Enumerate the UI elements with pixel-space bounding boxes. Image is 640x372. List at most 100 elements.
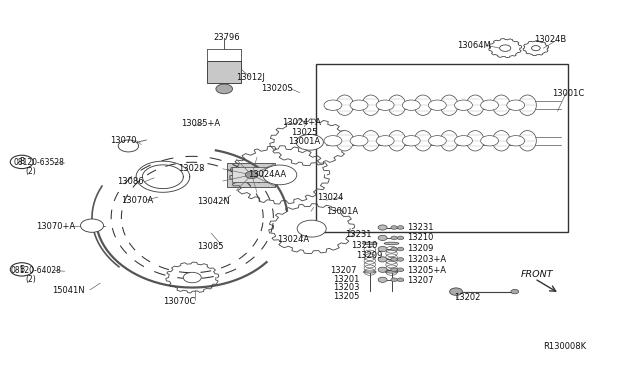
Text: 13231: 13231 — [346, 230, 372, 240]
Text: 13205: 13205 — [333, 292, 360, 301]
Text: 13024+A: 13024+A — [282, 118, 321, 127]
Text: 08120-63528: 08120-63528 — [13, 158, 65, 167]
Bar — [316, 64, 568, 232]
Ellipse shape — [414, 131, 432, 151]
Text: 13070: 13070 — [111, 136, 137, 145]
Text: 13210: 13210 — [351, 241, 377, 250]
Text: 13203+A: 13203+A — [407, 255, 446, 264]
Text: 13064M: 13064M — [458, 41, 491, 50]
Circle shape — [376, 136, 394, 146]
Ellipse shape — [336, 95, 353, 115]
Circle shape — [350, 100, 368, 110]
Text: 13209: 13209 — [407, 244, 433, 253]
Text: 13025: 13025 — [291, 128, 317, 137]
Text: 13202: 13202 — [454, 294, 481, 302]
Circle shape — [428, 100, 446, 110]
Ellipse shape — [518, 131, 536, 151]
Circle shape — [391, 278, 397, 282]
Text: 13070+A: 13070+A — [36, 222, 75, 231]
Ellipse shape — [414, 95, 432, 115]
Ellipse shape — [467, 131, 484, 151]
Circle shape — [397, 247, 404, 251]
Circle shape — [216, 84, 232, 94]
Circle shape — [324, 136, 342, 146]
Text: 13012J: 13012J — [236, 73, 264, 82]
Circle shape — [403, 136, 420, 146]
Text: (2): (2) — [25, 167, 36, 176]
Circle shape — [378, 257, 387, 262]
Circle shape — [391, 226, 397, 230]
Circle shape — [183, 272, 201, 283]
Text: B: B — [19, 157, 24, 166]
Circle shape — [376, 100, 394, 110]
Text: 13209: 13209 — [356, 251, 382, 260]
Text: 13001A: 13001A — [326, 207, 358, 216]
Text: 13020S: 13020S — [261, 84, 293, 93]
Ellipse shape — [362, 95, 380, 115]
Text: 13086: 13086 — [118, 177, 144, 186]
Text: 13042N: 13042N — [197, 197, 230, 206]
Text: 15041N: 15041N — [52, 286, 84, 295]
Text: 13070A: 13070A — [121, 196, 153, 205]
Text: 13028: 13028 — [178, 164, 205, 173]
Circle shape — [403, 100, 420, 110]
Circle shape — [296, 134, 323, 150]
Text: 13207: 13207 — [407, 276, 433, 285]
Circle shape — [428, 136, 446, 146]
Text: 13203: 13203 — [333, 283, 360, 292]
Text: 13085+A: 13085+A — [181, 119, 221, 128]
Ellipse shape — [440, 131, 458, 151]
Text: 13070C: 13070C — [164, 297, 196, 306]
Ellipse shape — [336, 131, 353, 151]
Text: 08120-64028: 08120-64028 — [10, 266, 61, 275]
Bar — [227, 163, 275, 187]
Ellipse shape — [362, 131, 380, 151]
Circle shape — [500, 45, 511, 51]
Text: (2): (2) — [25, 275, 36, 284]
Text: 13231: 13231 — [407, 223, 433, 232]
Text: 13205+A: 13205+A — [407, 266, 446, 275]
Circle shape — [481, 100, 499, 110]
Text: 13201: 13201 — [333, 275, 360, 284]
Ellipse shape — [388, 95, 406, 115]
Text: 13024: 13024 — [317, 193, 344, 202]
Circle shape — [391, 257, 397, 261]
Circle shape — [10, 155, 33, 169]
Bar — [232, 167, 271, 182]
Bar — [207, 61, 241, 83]
Text: 13024AA: 13024AA — [248, 170, 287, 179]
Circle shape — [450, 288, 463, 295]
Ellipse shape — [518, 95, 536, 115]
Circle shape — [378, 235, 387, 240]
Circle shape — [391, 268, 397, 272]
Text: R130008K: R130008K — [543, 341, 587, 350]
Circle shape — [481, 136, 499, 146]
Text: 13024A: 13024A — [277, 235, 309, 244]
Circle shape — [378, 277, 387, 282]
Ellipse shape — [385, 271, 398, 273]
Circle shape — [397, 268, 404, 272]
Text: 13210: 13210 — [407, 233, 433, 243]
Circle shape — [391, 236, 397, 240]
Ellipse shape — [384, 242, 399, 245]
Circle shape — [378, 246, 387, 251]
Ellipse shape — [364, 271, 376, 273]
Text: B: B — [19, 265, 24, 274]
Circle shape — [511, 289, 518, 294]
Circle shape — [397, 257, 404, 261]
Circle shape — [507, 136, 525, 146]
Circle shape — [263, 165, 297, 185]
Text: 13024B: 13024B — [534, 35, 567, 44]
Circle shape — [397, 226, 404, 230]
Text: FRONT: FRONT — [520, 270, 553, 279]
Ellipse shape — [440, 95, 458, 115]
Circle shape — [507, 100, 525, 110]
Circle shape — [378, 225, 387, 230]
Circle shape — [118, 140, 139, 152]
Circle shape — [378, 267, 387, 272]
Circle shape — [397, 236, 404, 240]
Circle shape — [454, 136, 472, 146]
Circle shape — [350, 136, 368, 146]
Text: 13085: 13085 — [197, 241, 224, 250]
Text: 13001A: 13001A — [288, 137, 320, 146]
